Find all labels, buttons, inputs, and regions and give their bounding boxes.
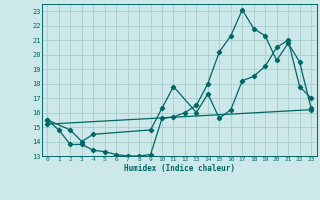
X-axis label: Humidex (Indice chaleur): Humidex (Indice chaleur) [124, 164, 235, 173]
